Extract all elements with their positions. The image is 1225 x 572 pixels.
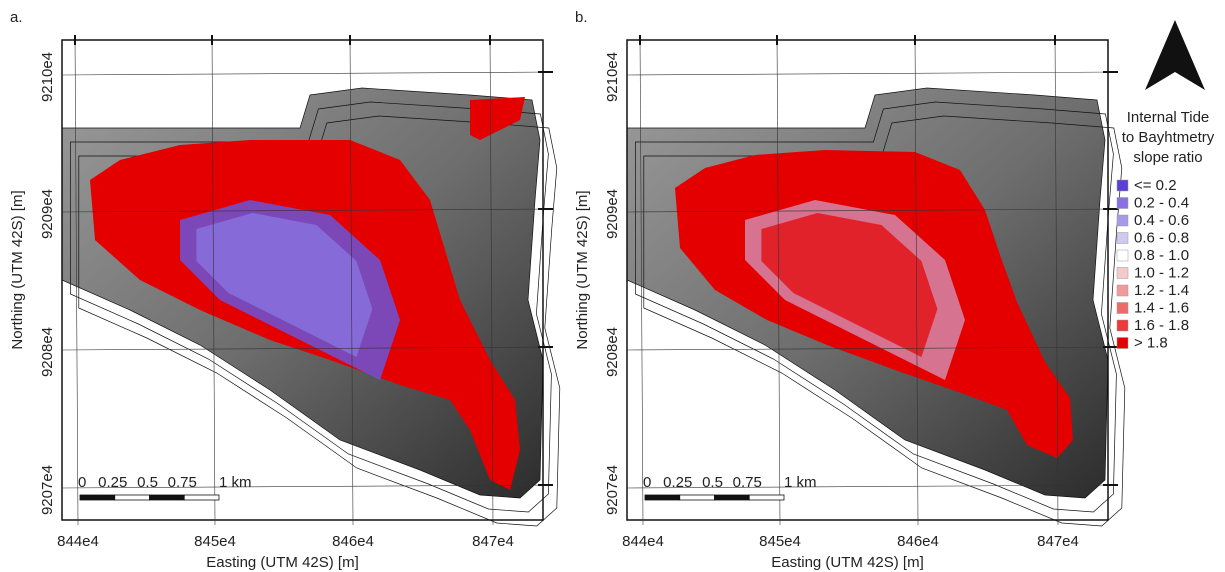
y-tick-label: 9208e4 (604, 327, 621, 377)
grid-line (61, 484, 554, 489)
grid-line (349, 34, 354, 526)
grid-line (489, 34, 494, 526)
scale-bar-segment (644, 494, 681, 501)
scale-bar-label: 1 km (219, 474, 252, 491)
map-panel: a. 844e4 845e4 846e4 847e4 9210e4 9209e4 9208e4… (9, 9, 561, 571)
scale-bar-label: 0.5 (137, 474, 158, 491)
y-tick-label: 9210e4 (604, 52, 621, 102)
legend-swatch (1116, 232, 1129, 244)
grid-line (776, 34, 781, 526)
x-tick-label: 847e4 (472, 533, 514, 550)
legend-title: to Bayhtmetry (1122, 129, 1215, 146)
legend-swatch (1116, 214, 1129, 227)
y-tick-label: 9209e4 (39, 189, 56, 239)
map-panel: b. 844e4 845e4 846e4 847e4 9210e4 9209e4 9208e4… (574, 9, 1126, 571)
scale-bar-label: 0 (78, 474, 86, 491)
grid-line (626, 71, 1119, 76)
map-frame (626, 39, 1109, 521)
legend-swatch (1116, 179, 1129, 192)
grid-line (211, 34, 216, 526)
legend-label: 0.2 - 0.4 (1134, 194, 1189, 211)
legend-swatch (1116, 197, 1129, 209)
grid-line (914, 34, 919, 526)
grid-line (1054, 34, 1059, 526)
contour (635, 101, 1117, 513)
scale-bar-label: 0.25 (98, 474, 127, 491)
legend-label: 0.6 - 0.8 (1134, 229, 1189, 246)
panel-label: a. (10, 9, 23, 26)
legend-label: > 1.8 (1134, 334, 1168, 351)
legend: Internal Tide to Bayhtmetry slope ratio <= … (1116, 109, 1215, 351)
grid-line (639, 34, 644, 526)
scale-bar-segment (679, 494, 715, 501)
legend-label: <= 0.2 (1134, 177, 1177, 194)
slope-ratio-inner (761, 213, 938, 357)
scale-bar-segment (714, 494, 750, 501)
contour (78, 115, 561, 527)
grid-line (626, 208, 1119, 213)
scale-bar-segment (79, 494, 116, 501)
x-axis-label: Easting (UTM 42S) [m] (206, 554, 359, 571)
x-tick-label: 847e4 (1037, 533, 1079, 550)
x-tick-label: 844e4 (57, 533, 99, 550)
slope-ratio-patch (470, 97, 525, 140)
legend-swatch (1116, 337, 1129, 349)
scale-bar-segment (149, 494, 185, 501)
legend-label: 0.4 - 0.6 (1134, 212, 1189, 229)
legend-swatch (1116, 319, 1129, 332)
panel-label: b. (575, 9, 588, 26)
legend-label: 1.6 - 1.8 (1134, 317, 1189, 334)
north-arrow (1145, 20, 1205, 90)
y-tick-label: 9207e4 (39, 465, 56, 515)
grid-line (61, 71, 554, 76)
grid-line (74, 34, 79, 526)
legend-title: Internal Tide (1127, 109, 1210, 126)
legend-swatch (1116, 249, 1129, 262)
scale-bar-label: 0.75 (733, 474, 762, 491)
legend-swatch (1116, 302, 1129, 314)
y-axis-label: Northing (UTM 42S) [m] (9, 190, 26, 349)
legend-title: slope ratio (1133, 149, 1202, 166)
x-tick-label: 844e4 (622, 533, 664, 550)
grid-line (61, 208, 554, 213)
contour (70, 101, 552, 513)
legend-label: 1.0 - 1.2 (1134, 264, 1189, 281)
grid-line (61, 346, 554, 351)
x-tick-label: 845e4 (759, 533, 801, 550)
contour (643, 115, 1126, 527)
scale-bar-label: 1 km (784, 474, 817, 491)
grid-line (626, 484, 1119, 489)
contour (61, 87, 544, 499)
legend-label: 0.8 - 1.0 (1134, 247, 1189, 264)
x-tick-label: 846e4 (332, 533, 374, 550)
grid-line (626, 346, 1119, 351)
x-axis-label: Easting (UTM 42S) [m] (771, 554, 924, 571)
scale-bar-label: 0 (643, 474, 651, 491)
legend-label: 1.2 - 1.4 (1134, 282, 1189, 299)
scale-bar-label: 0.75 (168, 474, 197, 491)
scale-bar-segment (183, 494, 220, 501)
y-axis-label: Northing (UTM 42S) [m] (574, 190, 591, 349)
x-tick-label: 845e4 (194, 533, 236, 550)
y-tick-label: 9208e4 (39, 327, 56, 377)
scale-bar-label: 0.25 (663, 474, 692, 491)
y-tick-label: 9210e4 (39, 52, 56, 102)
x-tick-label: 846e4 (897, 533, 939, 550)
scale-bar-segment (748, 494, 785, 501)
legend-label: 1.4 - 1.6 (1134, 299, 1189, 316)
scale-bar-label: 0.5 (702, 474, 723, 491)
legend-swatch (1116, 267, 1129, 279)
scale-bar-segment (114, 494, 150, 501)
map-frame (61, 39, 544, 521)
legend-swatch (1116, 284, 1129, 297)
slope-ratio-inner (196, 213, 373, 357)
y-tick-label: 9209e4 (604, 189, 621, 239)
contour (626, 87, 1109, 499)
y-tick-label: 9207e4 (604, 465, 621, 515)
